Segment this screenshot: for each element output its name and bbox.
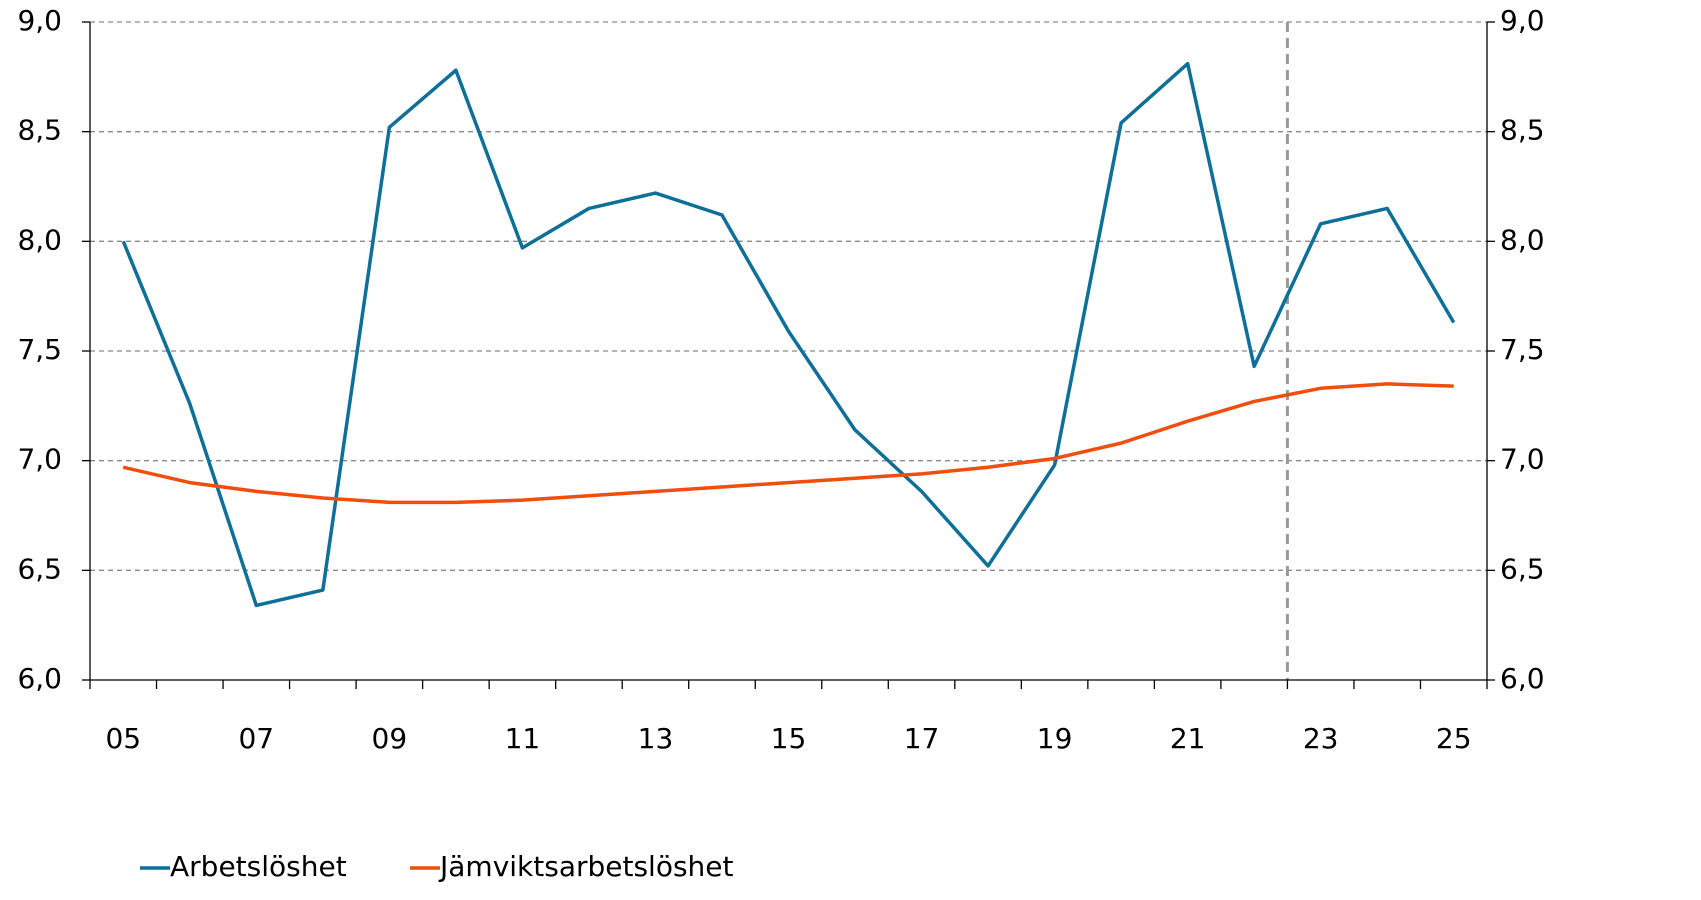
legend-label: Jämviktsarbetslöshet <box>438 850 734 883</box>
series-line <box>121 61 1456 608</box>
x-tick-label: 19 <box>1037 722 1073 755</box>
series-line <box>122 382 1454 505</box>
x-tick-label: 13 <box>638 722 674 755</box>
y2-tick-label: 8,5 <box>1500 114 1545 147</box>
x-tick-label: 07 <box>238 722 274 755</box>
x-tick-label: 21 <box>1170 722 1206 755</box>
x-tick-label: 23 <box>1303 722 1339 755</box>
y2-tick-label: 8,0 <box>1500 223 1545 256</box>
x-tick-label: 17 <box>904 722 940 755</box>
y2-tick-label: 7,0 <box>1500 443 1545 476</box>
x-tick-label: 09 <box>372 722 408 755</box>
y-tick-label: 9,0 <box>17 4 62 37</box>
y2-tick-label: 6,5 <box>1500 552 1545 585</box>
y2-tick-label: 9,0 <box>1500 4 1545 37</box>
legend-label: Arbetslöshet <box>170 850 347 883</box>
x-tick-label: 11 <box>505 722 541 755</box>
x-tick-label: 25 <box>1436 722 1472 755</box>
y-tick-label: 8,5 <box>17 114 62 147</box>
y-tick-label: 6,5 <box>17 552 62 585</box>
x-tick-label: 15 <box>771 722 807 755</box>
y-tick-label: 7,5 <box>17 333 62 366</box>
x-tick-label: 05 <box>105 722 141 755</box>
y-tick-label: 6,0 <box>17 662 62 695</box>
y-tick-label: 7,0 <box>17 443 62 476</box>
y2-tick-label: 6,0 <box>1500 662 1545 695</box>
y2-tick-label: 7,5 <box>1500 333 1545 366</box>
y-tick-label: 8,0 <box>17 223 62 256</box>
